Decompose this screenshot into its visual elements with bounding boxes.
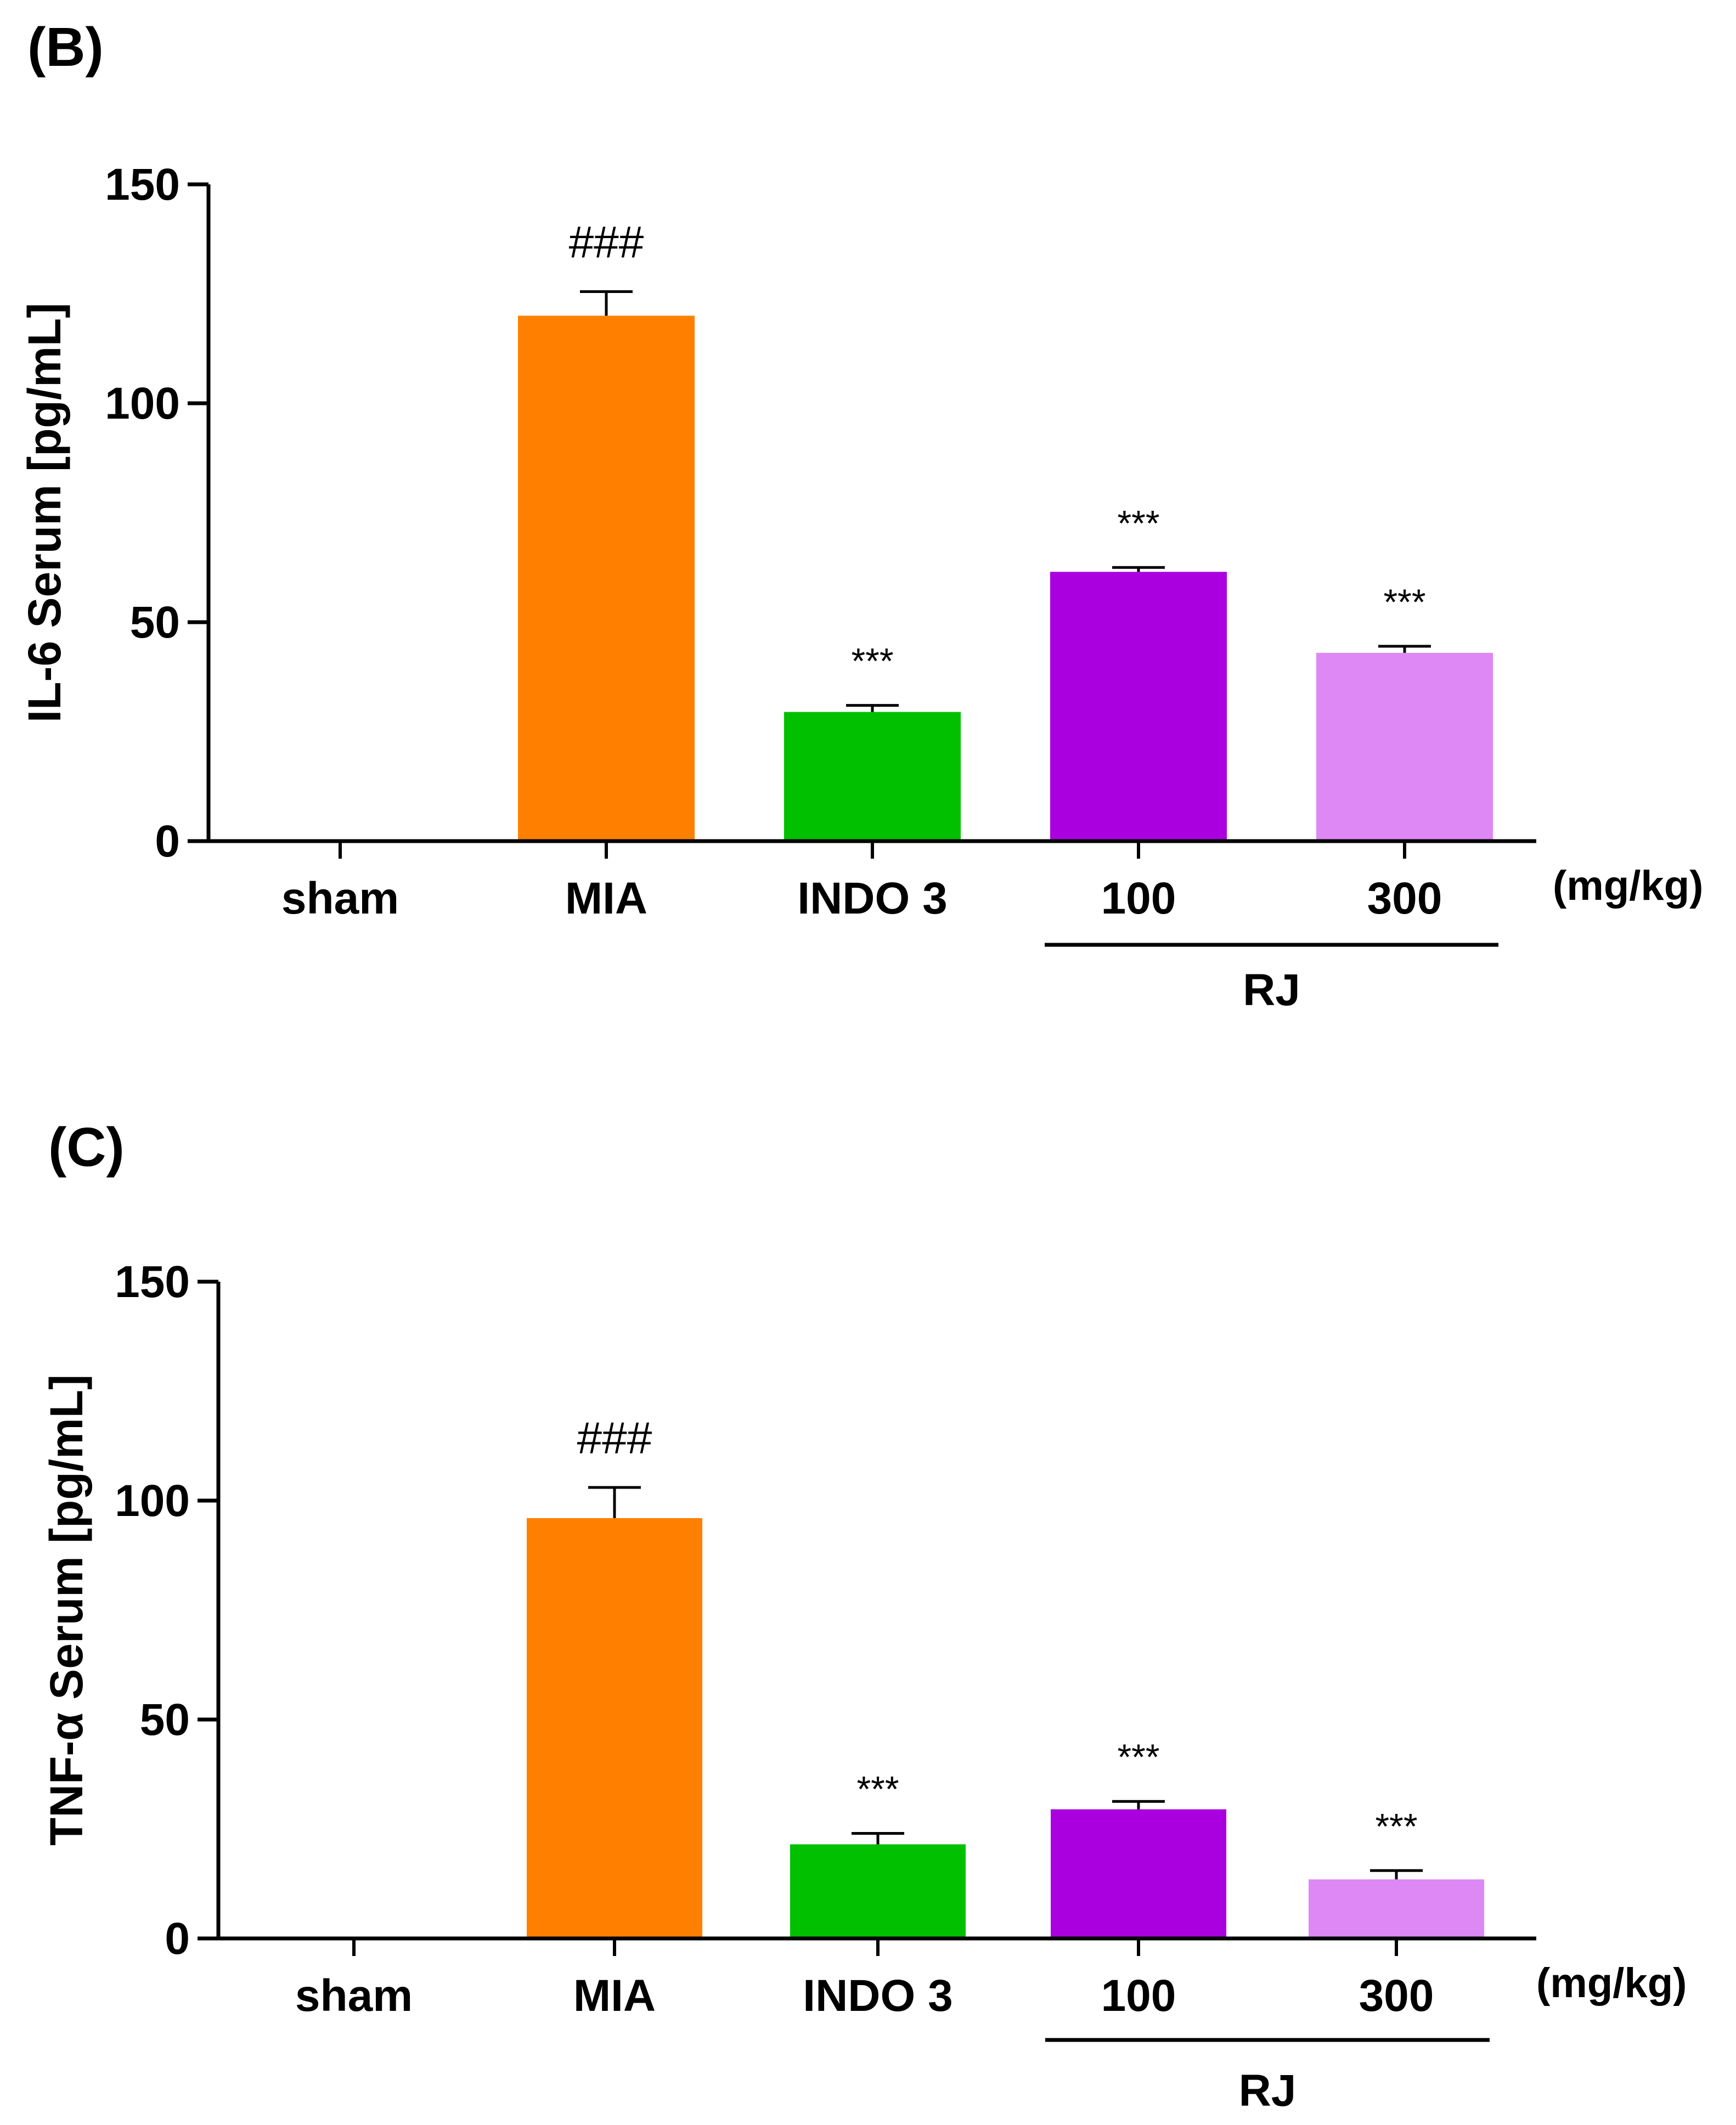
y-axis-label: TNF-α Serum [pg/mL]: [41, 1374, 92, 1846]
bar-300: [1316, 652, 1493, 841]
y-tick-label: 0: [165, 1914, 190, 1964]
x-tick-label: sham: [295, 1971, 413, 2021]
x-tick-label: sham: [281, 873, 399, 923]
y-tick-label: 150: [115, 1257, 190, 1307]
x-tick-label: 300: [1367, 873, 1442, 923]
bar-mia: [527, 1518, 702, 1938]
significance-label: ***: [1117, 1737, 1159, 1777]
unit-label: (mg/kg): [1536, 1960, 1687, 2006]
y-tick-label: 50: [130, 598, 180, 647]
significance-label: ***: [1375, 1806, 1417, 1846]
y-tick-label: 0: [155, 816, 180, 866]
panel-il6: (B) IL-6 Serum [pg/mL] ### *** *** *** 0 50 100 1…: [19, 16, 1703, 1015]
significance-label: ***: [1383, 582, 1425, 622]
x-tick-label: MIA: [565, 873, 647, 923]
group-label: RJ: [1239, 2066, 1297, 2116]
significance-label: ***: [856, 1768, 899, 1809]
significance-label: ***: [1117, 503, 1159, 543]
bar-indo-3: [790, 1844, 966, 1938]
panel-label: (C): [48, 1117, 125, 1178]
x-tick-label: 100: [1101, 1971, 1176, 2021]
bar-300: [1309, 1879, 1484, 1938]
significance-label: ***: [851, 641, 893, 681]
panel-label: (B): [27, 16, 104, 78]
y-axis-label: IL-6 Serum [pg/mL]: [19, 303, 70, 723]
y-tick-label: 150: [105, 160, 180, 210]
panel-tnf-alpha: (C) TNF-α Serum [pg/mL] ### *** *** *** 0 50 100…: [41, 1117, 1687, 2116]
x-tick-label: 300: [1359, 1971, 1434, 2021]
significance-label: ###: [577, 1413, 652, 1463]
x-tick-label: INDO 3: [797, 873, 947, 923]
significance-label: ###: [569, 218, 644, 268]
bar-indo-3: [784, 712, 961, 841]
bar-100: [1050, 572, 1227, 841]
x-tick-label: INDO 3: [803, 1971, 952, 2021]
y-tick-label: 100: [115, 1476, 190, 1526]
unit-label: (mg/kg): [1553, 863, 1703, 909]
bar-100: [1051, 1809, 1226, 1938]
x-tick-label: MIA: [573, 1971, 656, 2021]
y-tick-label: 50: [140, 1695, 190, 1745]
bar-mia: [518, 315, 695, 841]
x-tick-label: 100: [1101, 873, 1176, 923]
group-label: RJ: [1243, 965, 1300, 1015]
y-tick-label: 100: [105, 379, 180, 429]
